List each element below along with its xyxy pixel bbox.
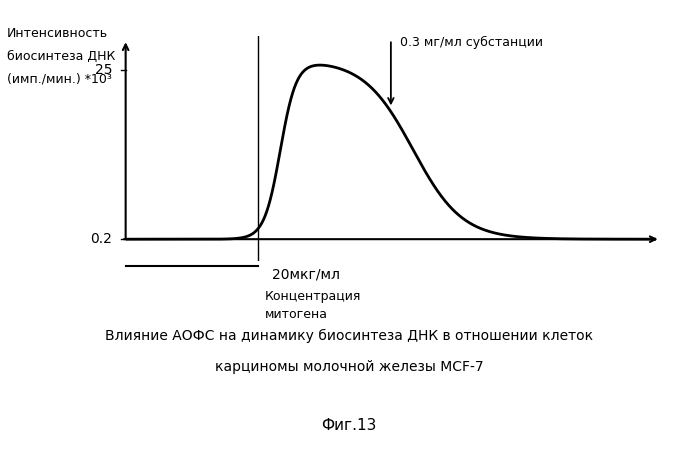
Text: 25: 25 [95, 63, 112, 77]
Text: (имп./мин.) *10³: (имп./мин.) *10³ [7, 72, 112, 85]
Text: 0.2: 0.2 [91, 232, 112, 246]
Text: Влияние АОФС на динамику биосинтеза ДНК в отношении клеток: Влияние АОФС на динамику биосинтеза ДНК … [105, 328, 593, 342]
Text: митогена: митогена [265, 308, 328, 321]
Text: Концентрация: Концентрация [265, 290, 362, 303]
Text: биосинтеза ДНК: биосинтеза ДНК [7, 50, 115, 63]
Text: Фиг.13: Фиг.13 [321, 418, 377, 433]
Text: Интенсивность: Интенсивность [7, 27, 108, 40]
Text: 20мкг/мл: 20мкг/мл [272, 268, 340, 282]
Text: карциномы молочной железы MCF-7: карциномы молочной железы MCF-7 [215, 360, 483, 374]
Text: 0.3 мг/мл субстанции: 0.3 мг/мл субстанции [400, 36, 543, 50]
